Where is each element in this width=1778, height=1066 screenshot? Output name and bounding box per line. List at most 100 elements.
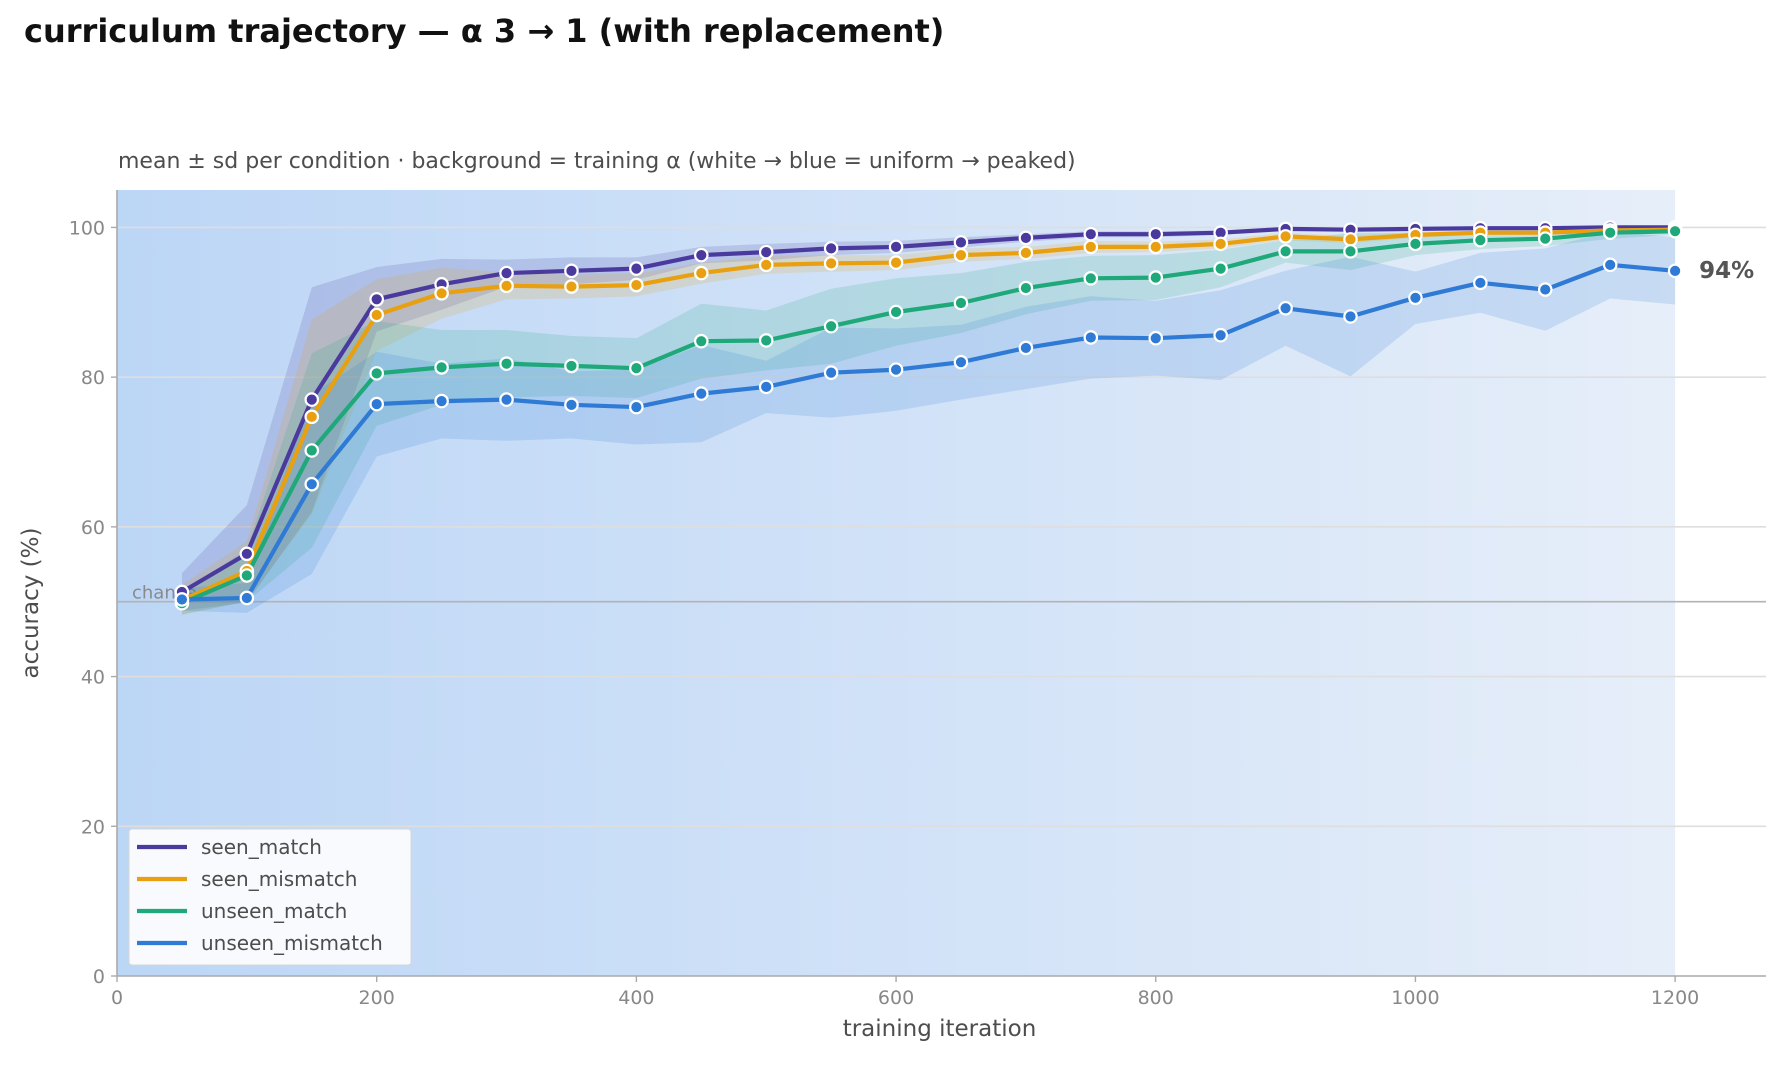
point-unseen_match-750	[1083, 271, 1099, 286]
point-unseen_match-100	[239, 568, 255, 583]
point-seen_match-350	[564, 263, 579, 279]
point-seen_mismatch-500	[758, 257, 774, 273]
point-unseen_mismatch-550	[823, 365, 839, 380]
legend-label-unseen_match: unseen_match	[201, 899, 347, 923]
end-value-label: 94%	[1699, 258, 1754, 284]
point-unseen_mismatch-200	[369, 396, 384, 412]
point-unseen_mismatch-350	[564, 397, 579, 413]
point-seen_mismatch-200	[369, 307, 384, 323]
point-unseen_mismatch-600	[888, 362, 904, 377]
point-seen_match-750	[1083, 226, 1099, 242]
series-line-unseen_match	[179, 229, 1678, 606]
sd-band-unseen_mismatch	[181, 231, 1676, 613]
chart-title: curriculum trajectory — α 3 → 1 (with re…	[24, 12, 945, 50]
point-unseen_match-900	[1278, 244, 1293, 259]
point-unseen_match-200	[369, 366, 384, 381]
point-unseen_mismatch-1000	[1408, 290, 1423, 306]
x-tick-label-200: 200	[359, 987, 395, 1009]
point-seen_mismatch-300	[499, 278, 514, 294]
y-tick-label-40: 40	[81, 667, 105, 689]
point-unseen_match-550	[823, 318, 839, 334]
point-seen_match-550	[823, 241, 839, 256]
point-seen_match-450	[693, 247, 709, 263]
point-unseen_mismatch-50	[174, 592, 190, 607]
series-points	[174, 220, 1683, 611]
y-tick-label-0: 0	[93, 966, 105, 988]
point-seen_match-100	[239, 546, 255, 562]
point-unseen_match-800	[1148, 270, 1164, 285]
point-seen_mismatch-600	[888, 255, 904, 270]
point-unseen_mismatch-1100	[1537, 282, 1553, 297]
legend-label-seen_mismatch: seen_mismatch	[201, 867, 357, 891]
y-axis-label: accuracy (%)	[18, 528, 44, 679]
point-seen_mismatch-550	[823, 256, 839, 271]
point-seen_mismatch-350	[564, 279, 579, 294]
x-tick-label-1000: 1000	[1391, 987, 1439, 1009]
point-seen_match-500	[758, 244, 774, 260]
x-tick-label-600: 600	[878, 987, 914, 1009]
point-seen_match-650	[953, 235, 969, 250]
series-line-unseen_mismatch	[179, 262, 1678, 602]
x-tick-label-1200: 1200	[1651, 987, 1699, 1009]
point-seen_mismatch-400	[629, 277, 644, 293]
point-unseen_mismatch-300	[499, 392, 514, 407]
point-unseen_mismatch-400	[629, 399, 644, 415]
x-axis-label: training iteration	[843, 1016, 1037, 1042]
point-unseen_mismatch-150	[304, 476, 320, 492]
point-unseen_match-150	[304, 443, 320, 458]
point-unseen_match-600	[888, 304, 904, 320]
point-seen_mismatch-900	[1278, 229, 1293, 244]
point-seen_match-200	[369, 291, 384, 307]
x-tick-label-800: 800	[1138, 987, 1174, 1009]
point-unseen_match-650	[953, 295, 969, 311]
series-line-seen_mismatch	[179, 227, 1678, 603]
point-unseen_match-850	[1213, 261, 1228, 276]
point-unseen_mismatch-800	[1148, 330, 1164, 346]
point-unseen_match-1150	[1602, 225, 1618, 240]
point-seen_mismatch-750	[1083, 239, 1099, 255]
legend-box	[128, 828, 412, 966]
point-unseen_mismatch-950	[1343, 309, 1358, 324]
point-unseen_mismatch-1200	[1667, 263, 1683, 279]
chart-subtitle: mean ± sd per condition · background = t…	[118, 149, 1076, 174]
point-unseen_match-1050	[1473, 232, 1488, 248]
legend: seen_match seen_mismatch unseen_matchunsee…	[128, 828, 412, 966]
point-unseen_match-450	[693, 333, 709, 349]
point-unseen_mismatch-450	[693, 386, 709, 401]
point-seen_match-400	[629, 261, 644, 276]
point-seen_mismatch-800	[1148, 239, 1164, 255]
point-unseen_match-400	[629, 360, 644, 376]
point-seen_mismatch-450	[693, 265, 709, 281]
point-seen_match-300	[499, 265, 514, 281]
point-unseen_match-300	[499, 356, 514, 371]
y-tick-label-100: 100	[69, 217, 105, 239]
point-unseen_match-500	[758, 333, 774, 348]
point-unseen_match-700	[1018, 280, 1034, 296]
point-unseen_mismatch-250	[434, 393, 449, 409]
sd-bands	[181, 226, 1676, 616]
legend-label-seen_match: seen_match	[201, 835, 322, 859]
point-unseen_match-250	[434, 360, 449, 375]
axes: 0 200 400 600 800 1000 1200 0 20 40 60 80 100	[69, 190, 1766, 1009]
point-unseen_match-1100	[1537, 231, 1553, 246]
point-seen_mismatch-950	[1343, 232, 1358, 247]
legend-label-unseen_mismatch: unseen_mismatch	[201, 931, 383, 955]
point-seen_mismatch-850	[1213, 236, 1228, 252]
point-seen_mismatch-700	[1018, 245, 1034, 261]
point-unseen_mismatch-750	[1083, 330, 1099, 345]
point-seen_match-150	[304, 392, 320, 407]
point-unseen_mismatch-100	[239, 590, 255, 606]
point-unseen_mismatch-1150	[1602, 257, 1618, 273]
point-seen_mismatch-150	[304, 409, 320, 425]
point-unseen_mismatch-900	[1278, 300, 1293, 316]
series-lines	[179, 225, 1678, 606]
point-seen_match-600	[888, 239, 904, 255]
point-seen_match-800	[1148, 226, 1164, 242]
x-tick-label-400: 400	[618, 987, 654, 1009]
y-tick-label-20: 20	[81, 816, 105, 838]
point-unseen_mismatch-850	[1213, 327, 1228, 343]
point-seen_mismatch-250	[434, 286, 449, 301]
point-unseen_match-350	[564, 358, 579, 374]
point-unseen_mismatch-700	[1018, 340, 1034, 356]
